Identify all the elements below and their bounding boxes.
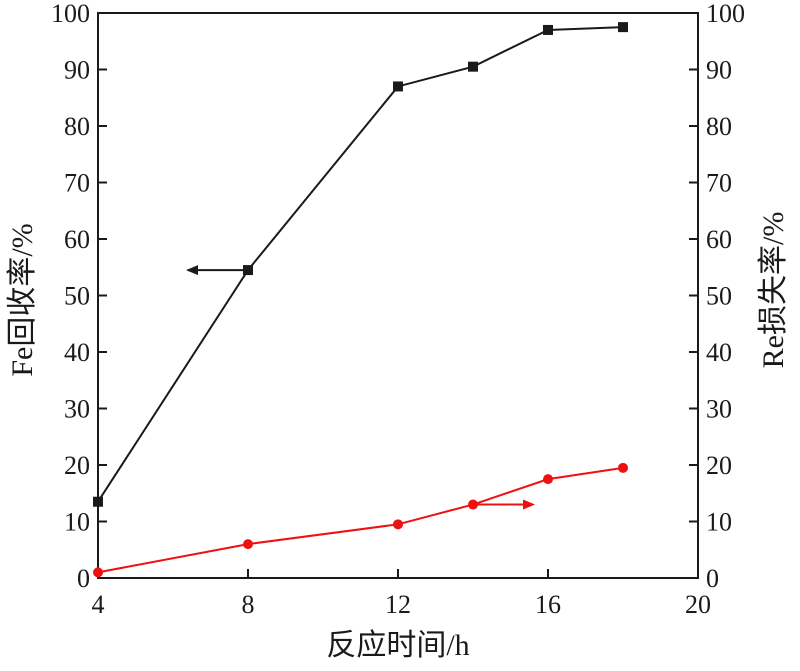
data-point-circle <box>393 519 403 530</box>
plot-frame <box>97 12 699 579</box>
axis-ticks <box>97 12 699 579</box>
left-y-tick-label: 80 <box>64 112 90 141</box>
right-y-tick-label: 0 <box>706 564 719 593</box>
data-point-circle <box>618 462 628 473</box>
right-y-tick-label: 60 <box>706 225 732 254</box>
data-point-circle <box>243 539 253 550</box>
x-tick-label: 16 <box>535 590 561 619</box>
right-y-tick-label: 50 <box>706 282 732 311</box>
right-y-tick-label: 90 <box>706 56 732 85</box>
series-line-re-loss <box>97 466 624 574</box>
left-y-tick-label: 90 <box>64 56 90 85</box>
annotation-arrows <box>186 265 535 510</box>
data-point-square <box>93 496 103 507</box>
x-tick-label: 20 <box>685 590 711 619</box>
right-y-tick-label: 40 <box>706 338 732 367</box>
x-tick-label: 8 <box>242 590 255 619</box>
x-tick-label: 12 <box>385 590 411 619</box>
marker-layer <box>93 22 628 578</box>
right-y-tick-label: 100 <box>706 0 745 28</box>
right-y-tick-label: 10 <box>706 508 732 537</box>
left-y-tick-label: 70 <box>64 169 90 198</box>
data-point-square <box>468 61 478 72</box>
x-axis-title: 反应时间/h <box>326 629 469 662</box>
right-y-tick-label: 30 <box>706 395 732 424</box>
left-y-tick-label: 100 <box>51 0 90 28</box>
right-y-tick-label: 20 <box>706 451 732 480</box>
left-y-tick-label: 60 <box>64 225 90 254</box>
series-layer <box>97 26 624 574</box>
data-point-square <box>618 22 628 33</box>
x-tick-label: 4 <box>92 590 105 619</box>
left-y-tick-label: 50 <box>64 282 90 311</box>
left-y-axis-title: Fe回收率/% <box>6 223 39 376</box>
data-point-square <box>543 24 553 35</box>
left-y-tick-label: 20 <box>64 451 90 480</box>
right-y-tick-label: 70 <box>706 169 732 198</box>
data-point-circle <box>543 474 553 485</box>
right-y-tick-label: 80 <box>706 112 732 141</box>
series-line-fe-recovery <box>97 26 624 503</box>
data-point-circle <box>93 567 103 578</box>
left-y-tick-label: 10 <box>64 508 90 537</box>
left-y-tick-label: 30 <box>64 395 90 424</box>
data-point-square <box>393 81 403 92</box>
left-y-tick-label: 0 <box>77 564 90 593</box>
right-y-axis-title: Re损失率/% <box>757 212 790 369</box>
left-y-tick-label: 40 <box>64 338 90 367</box>
